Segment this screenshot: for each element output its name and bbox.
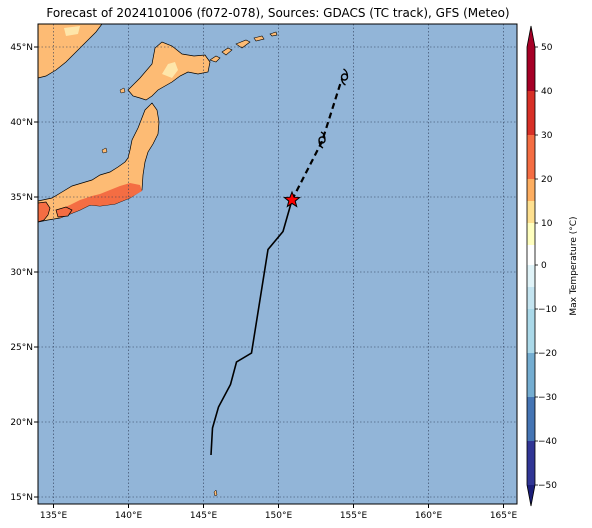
lat-tick-label: 25°N [10, 343, 33, 353]
colorbar-ticks [535, 46, 538, 486]
land-hokkaido-cool [162, 62, 178, 78]
colorbar-tick-label: −40 [538, 437, 557, 447]
colorbar-tick-label: −30 [538, 393, 557, 403]
colorbar-tick-label: 30 [541, 131, 553, 141]
lat-tick-label: 15°N [10, 493, 33, 503]
lon-tick-label: 165°E [490, 511, 518, 521]
lon-tick-label: 160°E [415, 511, 443, 521]
ocean-area [38, 24, 517, 504]
colorbar-tick-label: −10 [538, 305, 557, 315]
land-small-islands [101, 87, 218, 497]
colorbar [526, 25, 536, 507]
storm-symbol-icon [318, 131, 326, 149]
lon-tick-label: 145°E [190, 511, 218, 521]
lon-tick-label: 155°E [340, 511, 368, 521]
lat-tick-label: 40°N [10, 118, 33, 128]
lon-ticks [53, 504, 504, 508]
colorbar-tick-label: −50 [538, 481, 557, 491]
land-kyushu [38, 201, 51, 223]
colorbar-tick-label: −20 [538, 349, 557, 359]
lon-tick-label: 135°E [40, 511, 68, 521]
lat-tick-label: 20°N [10, 418, 33, 428]
lat-tick-label: 35°N [10, 193, 33, 203]
lat-tick-label: 45°N [10, 43, 33, 53]
map-title: Forecast of 2024101006 (f072-078), Sourc… [46, 6, 510, 20]
lat-tick-label: 30°N [10, 268, 33, 278]
observed-track-line [210, 199, 293, 456]
land-shikoku [55, 206, 73, 218]
current-position-star-icon [283, 190, 301, 208]
colorbar-tick-label: 40 [541, 87, 553, 97]
colorbar-tick-label: 50 [541, 43, 553, 53]
gridlines [38, 24, 517, 504]
lon-tick-label: 150°E [265, 511, 293, 521]
land-mainland-cool [64, 26, 80, 36]
map-frame [37, 23, 518, 505]
colorbar-tick-label: 20 [541, 175, 553, 185]
forecast-track-line [291, 79, 343, 201]
colorbar-tick-label: 10 [541, 219, 553, 229]
land-mainland [38, 24, 103, 79]
storm-symbol-icon [340, 68, 349, 86]
colorbar-title: Max Temperature (°C) [569, 216, 579, 315]
lat-ticks [34, 46, 38, 498]
lon-tick-label: 140°E [115, 511, 143, 521]
land-warm-region [58, 183, 142, 218]
colorbar-tick-label: 0 [541, 261, 547, 271]
land-kurils [209, 31, 278, 63]
